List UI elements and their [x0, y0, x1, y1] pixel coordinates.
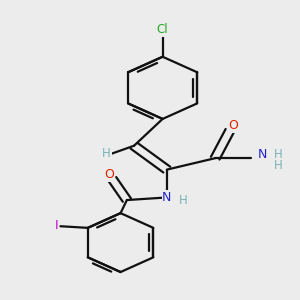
- Text: I: I: [54, 219, 58, 232]
- Text: H: H: [274, 148, 283, 161]
- Text: O: O: [228, 119, 238, 132]
- Text: N: N: [257, 148, 267, 161]
- Text: H: H: [102, 147, 111, 161]
- Text: H: H: [274, 159, 283, 172]
- Text: N: N: [162, 191, 172, 204]
- Text: Cl: Cl: [157, 23, 168, 36]
- Text: H: H: [178, 194, 187, 207]
- Text: O: O: [104, 168, 114, 182]
